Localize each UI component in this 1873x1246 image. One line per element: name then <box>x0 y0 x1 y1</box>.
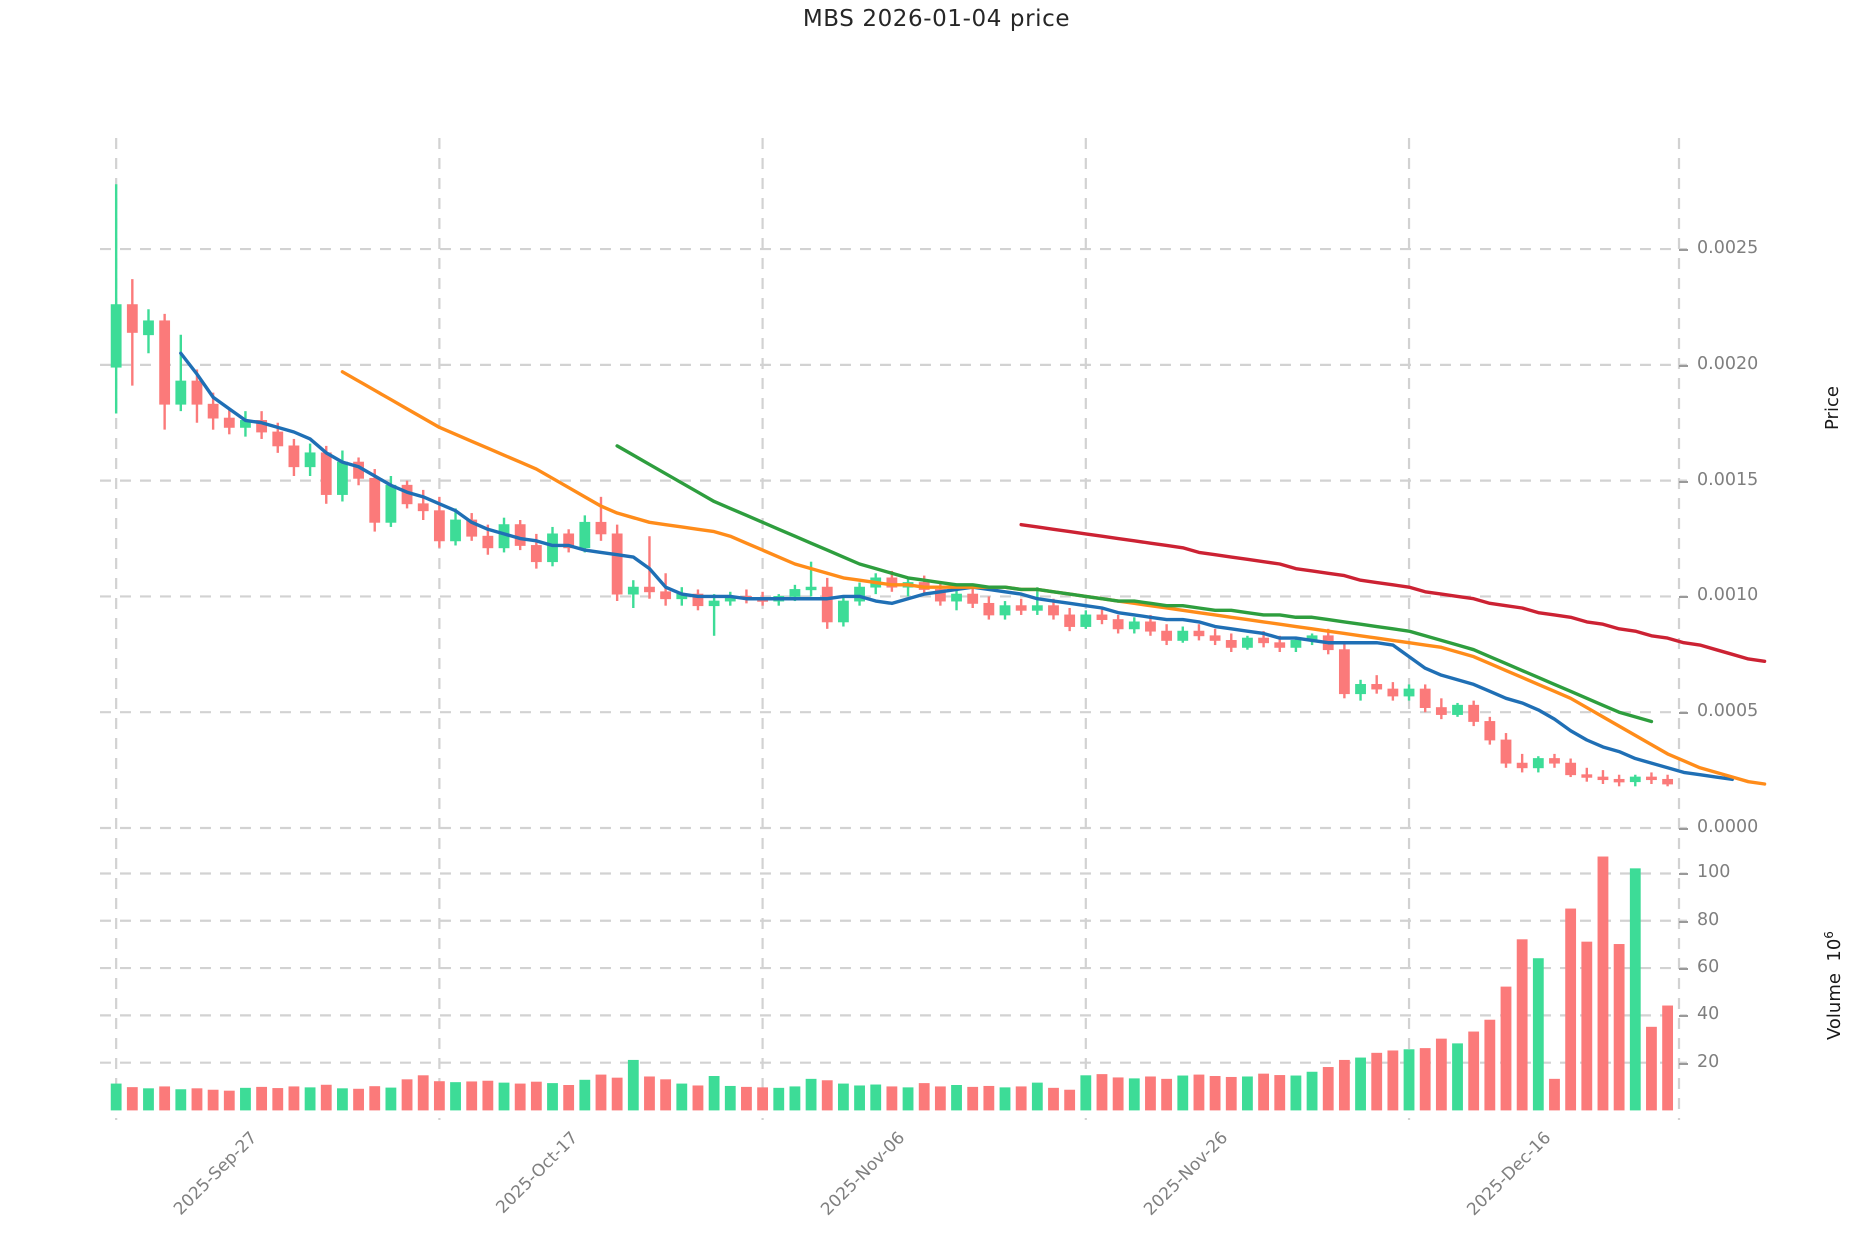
y-tick-mark <box>1679 480 1688 483</box>
y-tick-mark <box>1679 364 1688 367</box>
price-tick-label: 0.0000 <box>1697 817 1759 837</box>
y-tick-mark <box>1679 596 1688 599</box>
volume-plot-area <box>100 838 1687 1120</box>
x-tick-label: 2025-Nov-06 <box>816 1128 909 1220</box>
price-tick-label: 0.0015 <box>1697 469 1759 490</box>
price-tick-label: 0.0025 <box>1697 238 1759 259</box>
y-tick-mark <box>1679 1015 1688 1018</box>
page-title: MBS 2026-01-04 price <box>802 6 1071 32</box>
volume-tick-label: 100 <box>1697 862 1731 883</box>
volume-chart-panel <box>100 838 1687 1120</box>
price-chart-panel <box>100 138 1767 830</box>
volume-tick-label: 60 <box>1697 957 1720 978</box>
volume-axis-label: Volume 106 <box>1822 931 1845 1040</box>
y-tick-mark <box>1679 828 1688 830</box>
y-tick-mark <box>1679 968 1688 971</box>
ma-line <box>615 444 1654 724</box>
price-axis-label: Price <box>1822 386 1843 430</box>
y-tick-mark <box>1679 1062 1688 1065</box>
ma-line <box>340 370 1767 786</box>
price-tick-label: 0.0005 <box>1697 701 1759 722</box>
x-tick-label: 2025-Oct-17 <box>492 1128 583 1218</box>
volume-tick-label: 20 <box>1697 1051 1720 1072</box>
volume-tick-label: 40 <box>1697 1004 1720 1025</box>
y-tick-mark <box>1679 920 1688 923</box>
ma-line <box>1019 522 1767 663</box>
price-tick-label: 0.0010 <box>1697 585 1759 606</box>
price-plot-area <box>100 138 1767 830</box>
candlestick-series <box>110 184 1674 787</box>
x-tick-label: 2025-Dec-16 <box>1463 1128 1556 1220</box>
x-tick-label: 2025-Nov-26 <box>1139 1128 1232 1220</box>
ma-line <box>179 351 1734 782</box>
y-tick-mark <box>1679 249 1688 252</box>
volume-tick-label: 80 <box>1697 909 1720 930</box>
y-tick-mark <box>1679 873 1688 876</box>
price-tick-label: 0.0020 <box>1697 353 1759 374</box>
y-tick-mark <box>1679 712 1688 715</box>
x-tick-label: 2025-Sep-27 <box>170 1128 262 1220</box>
volume-series <box>110 856 1674 1111</box>
